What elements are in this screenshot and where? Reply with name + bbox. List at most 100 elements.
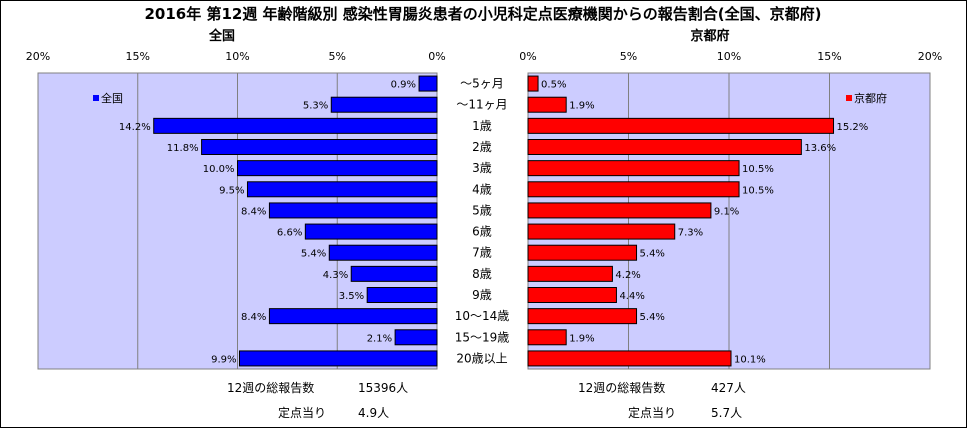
left-data-label: 5.4% [301, 249, 326, 260]
left-bar [268, 308, 438, 325]
right-bar [527, 160, 740, 177]
right-tick-label: 0% [519, 50, 536, 63]
category-label: 3歳 [472, 161, 492, 175]
right-footer-avg-label: 定点当り [628, 405, 676, 420]
left-data-label: 3.5% [339, 291, 364, 302]
right-bar [527, 96, 567, 113]
left-bar [350, 265, 438, 282]
left-footer-avg-label: 定点当り [278, 405, 326, 420]
category-label: 20歳以上 [456, 351, 507, 365]
right-bar [527, 139, 802, 155]
right-data-label: 4.2% [615, 270, 640, 281]
right-legend-label: 京都府 [854, 91, 887, 105]
right-tick-label: 20% [918, 50, 942, 63]
left-data-labels: 0.9% 5.3% 14.2% 11.8% 10.0% 9.5% 8.4% 6.6% 5.4% 4… [119, 80, 416, 366]
right-tick-label: 5% [620, 50, 637, 63]
right-data-labels: 0.5%1.9%15.2%13.6%10.5%10.5%9.1%7.3%5.4%… [541, 80, 868, 366]
left-bar [304, 223, 438, 240]
category-label: 4歳 [472, 182, 492, 196]
left-data-label: 6.6% [277, 228, 302, 239]
category-label: 5歳 [472, 203, 492, 217]
category-label: 6歳 [472, 225, 492, 239]
right-bar [527, 329, 567, 346]
right-data-label: 10.5% [742, 164, 774, 175]
left-data-label: 11.8% [167, 143, 199, 154]
right-data-label: 9.1% [714, 206, 739, 217]
left-legend-label: 全国 [101, 91, 123, 105]
left-bar [153, 117, 438, 134]
right-data-label: 5.4% [640, 249, 665, 260]
right-bar [527, 75, 539, 92]
right-axis-ticks: 0% 5% 10% 15% 20% [519, 50, 942, 63]
left-data-label: 10.0% [203, 164, 235, 175]
right-subtitle: 京都府 [690, 28, 729, 44]
right-bar [527, 350, 732, 367]
right-footer-total-label: 12週の総報告数 [578, 380, 665, 395]
left-tick-label: 20% [26, 50, 50, 63]
right-bar [527, 244, 638, 261]
right-data-label: 15.2% [837, 122, 869, 133]
right-bar [527, 202, 712, 219]
right-data-label: 10.5% [742, 185, 774, 196]
chart-title: 2016年 第12週 年齢階級別 感染性胃腸炎患者の小児科定点医療機関からの報告… [144, 5, 821, 23]
category-label: 8歳 [472, 267, 492, 281]
category-label: 10～14歳 [455, 309, 510, 323]
left-bar [366, 287, 438, 303]
category-label: ～11ヶ月 [456, 98, 507, 112]
left-footer-total-label: 12週の総報告数 [227, 380, 314, 395]
right-data-label: 10.1% [734, 354, 766, 365]
left-bar [394, 329, 438, 346]
left-bar [268, 202, 438, 219]
left-legend: 全国 [93, 91, 123, 105]
left-data-label: 14.2% [119, 122, 151, 133]
left-tick-label: 10% [225, 50, 249, 63]
right-footer-total-value: 427人 [711, 381, 746, 395]
right-data-label: 5.4% [640, 312, 665, 323]
right-bar [527, 308, 638, 325]
left-footer-avg-value: 4.9人 [358, 406, 389, 420]
left-data-label: 5.3% [303, 101, 328, 112]
left-data-label: 9.5% [219, 185, 244, 196]
right-bar [527, 265, 613, 282]
left-bar [418, 75, 438, 92]
left-data-label: 2.1% [367, 333, 392, 344]
category-label: 1歳 [472, 119, 492, 133]
left-subtitle: 全国 [208, 28, 235, 44]
category-label: 7歳 [472, 246, 492, 260]
left-legend-swatch [93, 95, 99, 101]
left-bar [330, 96, 438, 113]
category-labels: ～5ヶ月 ～11ヶ月 1歳 2歳 3歳 4歳 5歳 6歳 7歳 8歳 9歳 10～14歳 15～19歳 2… [455, 77, 510, 366]
right-data-label: 0.5% [541, 80, 566, 91]
right-footer-avg-value: 5.7人 [711, 406, 742, 420]
left-bar [201, 139, 438, 155]
left-bar [237, 160, 438, 177]
left-tick-label: 0% [428, 50, 445, 63]
left-data-label: 8.4% [241, 206, 266, 217]
category-label: 9歳 [472, 288, 492, 302]
right-tick-label: 10% [717, 50, 741, 63]
right-tick-label: 15% [817, 50, 841, 63]
left-footer-total-value: 15396人 [358, 381, 408, 395]
right-data-label: 7.3% [678, 228, 703, 239]
left-bar [246, 181, 438, 198]
right-data-label: 4.4% [619, 291, 644, 302]
right-bar [527, 181, 740, 198]
right-data-label: 1.9% [569, 333, 594, 344]
right-bar [527, 223, 676, 240]
left-bars [153, 75, 438, 367]
right-bars [527, 75, 835, 367]
right-legend-swatch [846, 95, 852, 101]
category-label: ～5ヶ月 [460, 77, 504, 91]
right-data-label: 1.9% [569, 101, 594, 112]
left-bar [328, 244, 438, 261]
category-label: 2歳 [472, 140, 492, 154]
left-data-label: 4.3% [323, 270, 348, 281]
right-data-label: 13.6% [804, 143, 836, 154]
left-data-label: 9.9% [211, 354, 236, 365]
left-data-label: 8.4% [241, 312, 266, 323]
right-bar [527, 287, 617, 303]
left-axis-ticks: 20% 15% 10% 5% 0% [26, 50, 446, 63]
category-label: 15～19歳 [455, 330, 510, 344]
left-tick-label: 5% [329, 50, 346, 63]
left-bar [238, 350, 438, 367]
